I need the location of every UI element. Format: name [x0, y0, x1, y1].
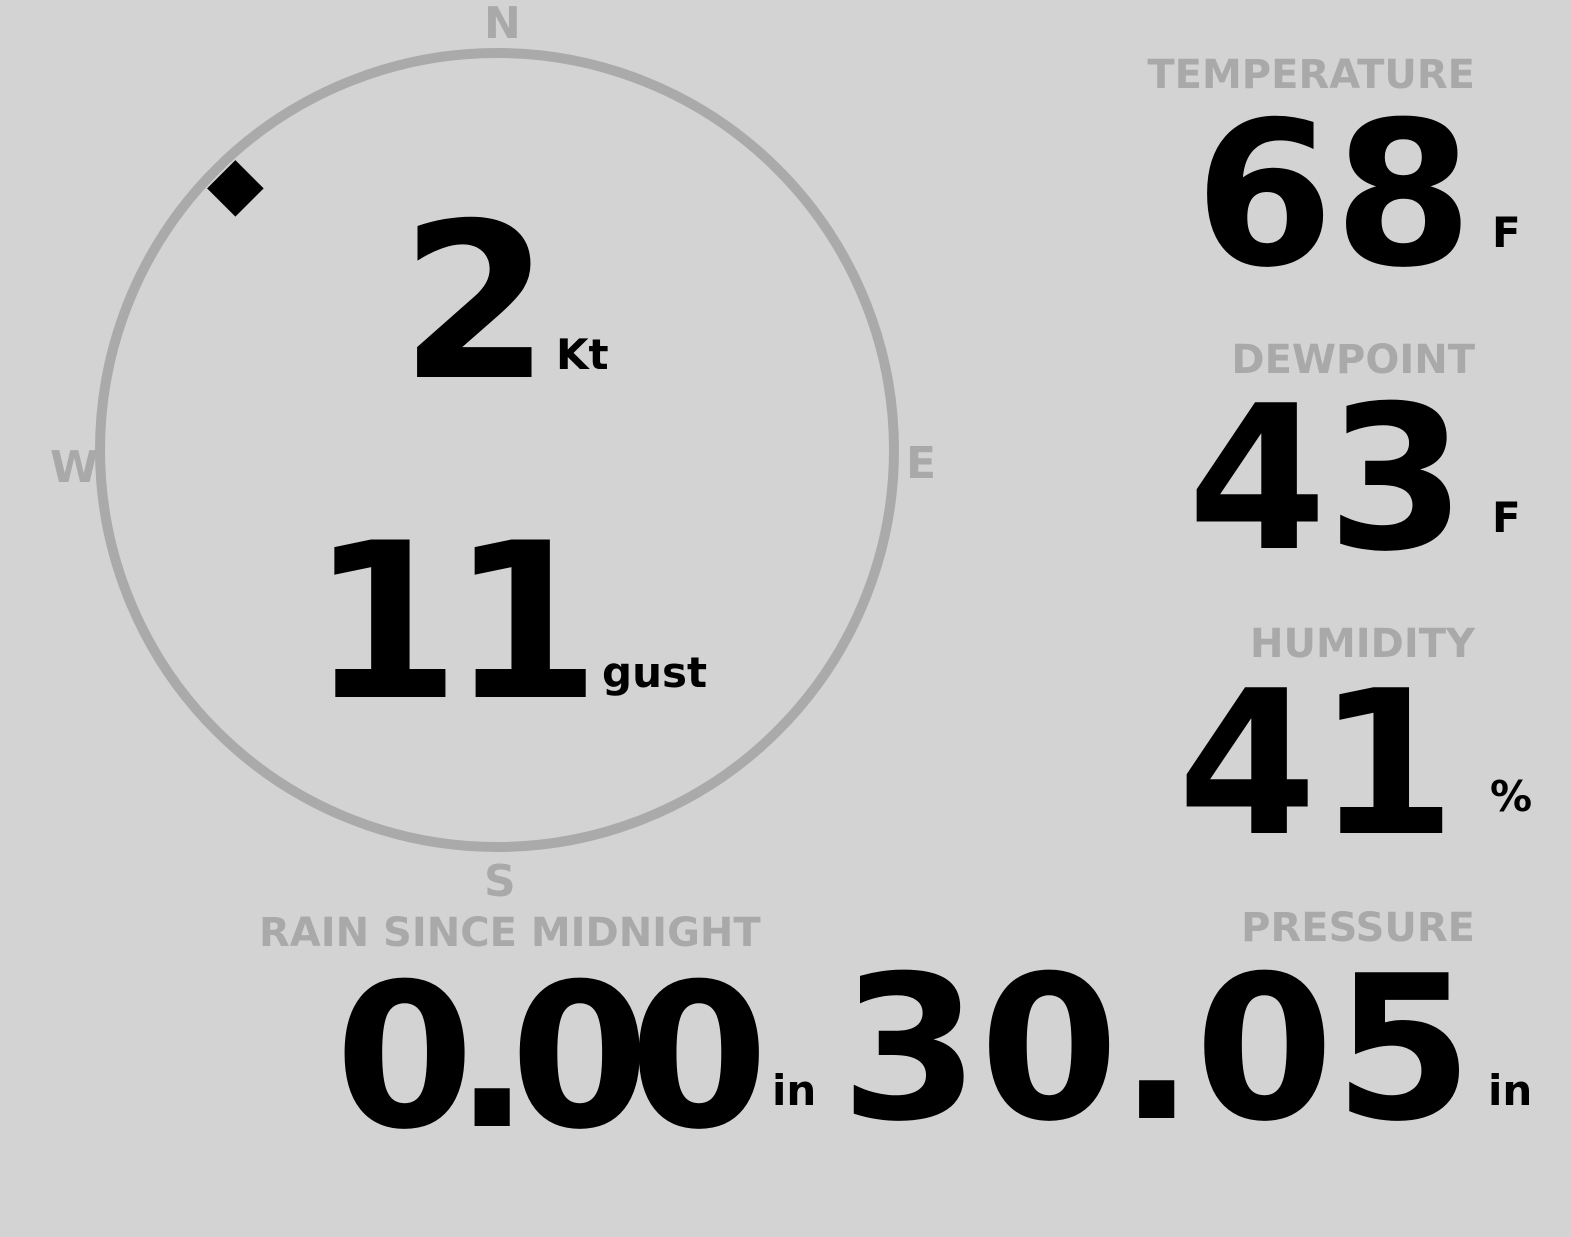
wind-speed-value: 2	[400, 177, 551, 428]
temperature-unit: F	[1492, 208, 1521, 257]
rain-unit: in	[772, 1066, 817, 1115]
compass-east: E	[906, 438, 937, 489]
wind-gust-unit: gust	[602, 648, 708, 697]
humidity-label: HUMIDITY	[1250, 621, 1475, 667]
pressure-unit: in	[1488, 1066, 1533, 1115]
pressure-label: PRESSURE	[1241, 905, 1475, 951]
wind-compass	[95, 48, 899, 852]
rain-value: 0.00	[335, 941, 768, 1174]
compass-north: N	[484, 0, 521, 49]
wind-gust-value: 11	[310, 497, 601, 748]
rain-label: RAIN SINCE MIDNIGHT	[259, 910, 761, 956]
humidity-unit: %	[1490, 772, 1533, 821]
temperature-value: 68	[1194, 79, 1473, 312]
dewpoint-unit: F	[1492, 493, 1521, 542]
compass-west: W	[50, 442, 99, 493]
compass-south: S	[484, 856, 516, 907]
compass-ring	[95, 48, 899, 852]
dewpoint-value: 43	[1187, 363, 1466, 596]
humidity-value: 41	[1177, 648, 1456, 881]
temperature-label: TEMPERATURE	[1147, 52, 1475, 98]
wind-direction-marker	[207, 160, 264, 217]
wind-speed-unit: Kt	[556, 330, 609, 379]
dewpoint-label: DEWPOINT	[1231, 337, 1475, 383]
pressure-value: 30.05	[840, 933, 1473, 1166]
